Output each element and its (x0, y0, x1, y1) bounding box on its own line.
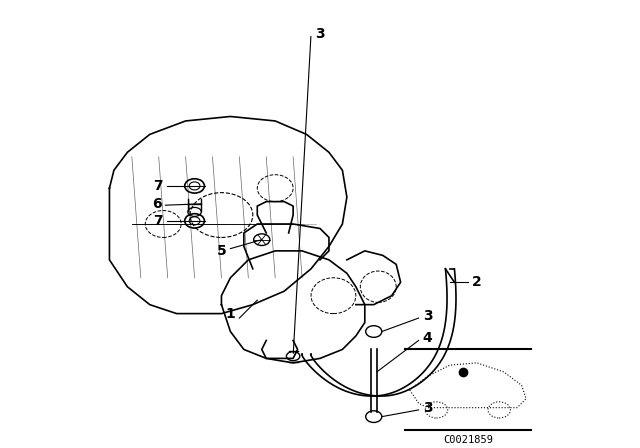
Text: 7: 7 (153, 214, 163, 228)
Text: 3: 3 (422, 309, 433, 323)
Text: 4: 4 (422, 331, 433, 345)
Text: 7: 7 (153, 179, 163, 193)
Text: 3: 3 (315, 26, 325, 41)
Text: 6: 6 (152, 197, 161, 211)
Text: 2: 2 (472, 275, 482, 289)
Text: 3: 3 (422, 401, 433, 415)
Text: 1: 1 (225, 306, 236, 321)
Text: 5: 5 (216, 244, 227, 258)
Text: C0021859: C0021859 (443, 435, 493, 444)
